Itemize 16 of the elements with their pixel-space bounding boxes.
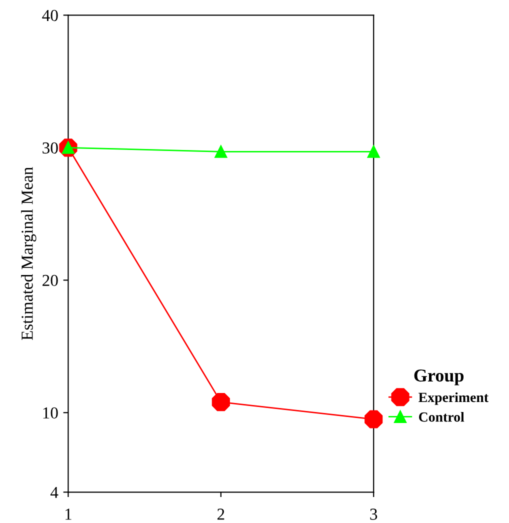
point bbox=[364, 410, 383, 428]
point bbox=[367, 145, 380, 158]
legend-label: Control bbox=[419, 412, 464, 422]
point bbox=[214, 145, 228, 158]
x-tick-label: 2 bbox=[217, 508, 224, 520]
x-tick-label: 1 bbox=[66, 508, 72, 520]
y-tick-label: 10 bbox=[43, 407, 58, 419]
legend-label: Experiment bbox=[418, 392, 488, 405]
y-tick-label: 40 bbox=[42, 10, 58, 22]
y-tick-label: 30 bbox=[42, 142, 58, 154]
y-tick-label: 4 bbox=[50, 486, 58, 498]
y-tick-label: 20 bbox=[42, 274, 58, 286]
legend-title: Group bbox=[414, 370, 464, 386]
x-tick-label: 3 bbox=[370, 508, 378, 520]
y-axis-title: Estimated Marginal Mean bbox=[21, 167, 36, 340]
point bbox=[212, 393, 230, 412]
